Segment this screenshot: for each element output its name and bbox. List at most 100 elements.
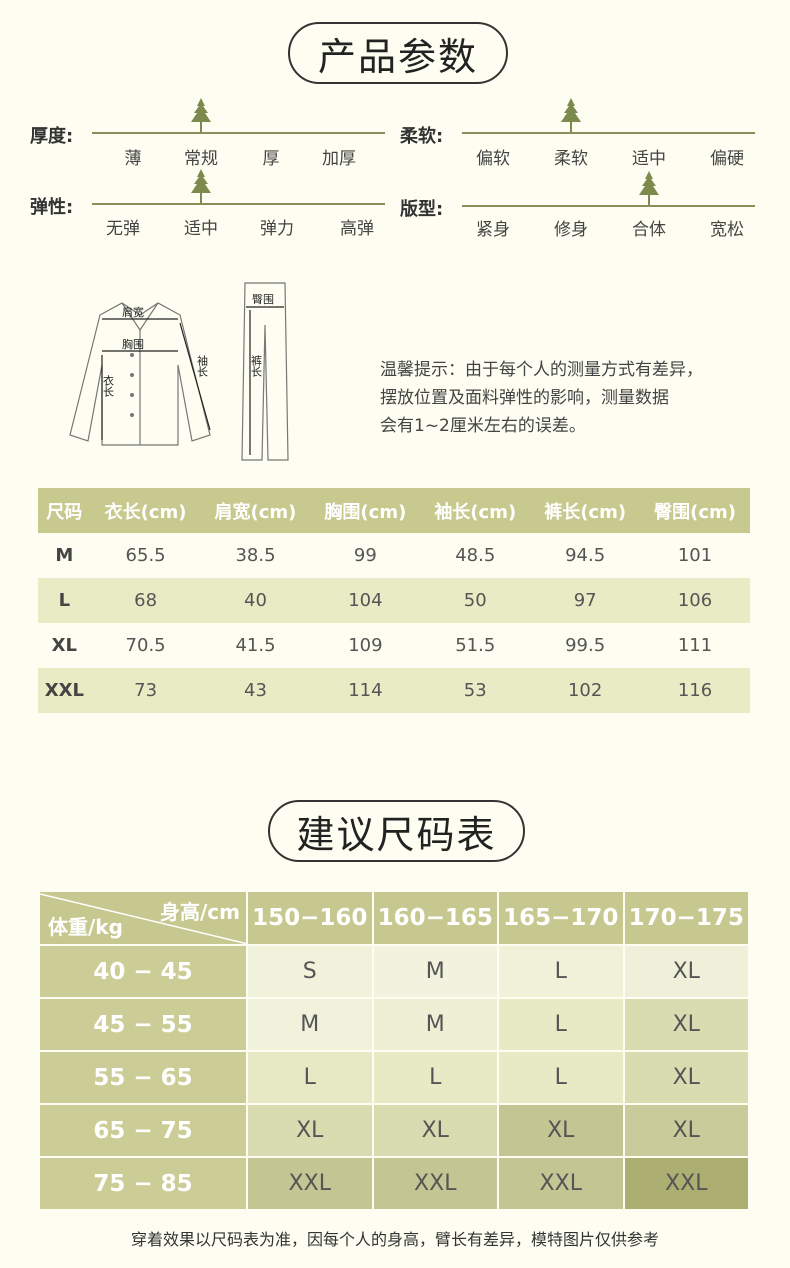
attribute-option: 适中 — [184, 219, 218, 239]
weight-header: 75 − 85 — [38, 1156, 248, 1211]
column-header: 肩宽(cm) — [200, 488, 311, 533]
footer-note: 穿着效果以尺码表为准，因每个人的身高，臂长有差异，模特图片仅供参考 — [130, 1230, 659, 1249]
column-header: 衣长(cm) — [90, 488, 201, 533]
attribute-option: 修身 — [554, 220, 588, 240]
size-cell: XXL — [497, 1156, 625, 1211]
table-cell: 68 — [90, 578, 201, 623]
attribute-label: 版型: — [400, 199, 444, 220]
tree-marker-icon — [558, 98, 584, 132]
size-cell: S — [246, 944, 374, 999]
weight-header: 45 − 55 — [38, 997, 248, 1052]
note-line: 会有1~2厘米左右的误差。 — [380, 416, 586, 436]
table-row: M 65.5 38.5 99 48.5 94.5 101 — [38, 533, 750, 578]
tree-marker-icon — [188, 98, 214, 132]
table-cell: 51.5 — [420, 623, 531, 668]
note-line: 摆放位置及面料弹性的影响，测量数据 — [380, 388, 669, 408]
attribute-option: 合体 — [632, 220, 666, 240]
section-title-params: 产品参数 — [288, 22, 508, 84]
weight-header: 55 − 65 — [38, 1050, 248, 1105]
size-cell: XL — [371, 1103, 499, 1158]
column-header: 臀围(cm) — [640, 488, 750, 533]
size-cell: XL — [622, 1050, 750, 1105]
table-cell: 97 — [530, 578, 641, 623]
table-row: 40 − 45 S M L XL — [38, 944, 750, 999]
height-header: 150−160 — [246, 890, 374, 946]
table-cell: 70.5 — [90, 623, 201, 668]
height-label: 身高/cm — [160, 900, 240, 924]
attribute-option: 偏软 — [476, 149, 510, 169]
label-pants-length: 裤长 — [250, 354, 263, 377]
attribute-option: 加厚 — [322, 149, 356, 169]
label-sleeve: 袖长 — [196, 354, 209, 377]
attribute-option: 厚 — [262, 149, 280, 169]
corner-header: 身高/cm 体重/kg — [38, 890, 248, 946]
attribute-option: 弹力 — [260, 219, 294, 239]
size-cell: L — [246, 1050, 374, 1105]
size-cell: XL — [497, 1103, 625, 1158]
weight-header: 65 − 75 — [38, 1103, 248, 1158]
size-cell: XL — [246, 1103, 374, 1158]
table-row: XL 70.5 41.5 109 51.5 99.5 111 — [38, 623, 750, 668]
column-header: 尺码 — [38, 488, 91, 533]
column-header: 胸围(cm) — [310, 488, 421, 533]
table-cell: 38.5 — [200, 533, 311, 578]
size-cell: XXL — [246, 1156, 374, 1211]
table-cell: M — [38, 533, 91, 578]
table-cell: 99.5 — [530, 623, 641, 668]
table-row: XXL 73 43 114 53 102 116 — [38, 668, 750, 713]
table-cell: 73 — [90, 668, 201, 713]
table-cell: XL — [38, 623, 91, 668]
note-line: 温馨提示：由于每个人的测量方式有差异， — [380, 360, 703, 380]
size-cell: M — [371, 997, 499, 1052]
attribute-scale-line — [92, 132, 385, 134]
table-cell: 50 — [420, 578, 531, 623]
size-cell: XL — [622, 944, 750, 999]
recommended-size-table: 身高/cm 体重/kg 150−160 160−165 165−170 170−175… — [38, 890, 750, 1211]
attribute-label: 弹性: — [30, 197, 74, 218]
column-header: 袖长(cm) — [420, 488, 531, 533]
table-cell: 109 — [310, 623, 421, 668]
attribute-option: 偏硬 — [710, 149, 744, 169]
table-cell: 40 — [200, 578, 311, 623]
label-length: 衣长 — [102, 374, 115, 397]
measurement-note: 温馨提示：由于每个人的测量方式有差异， 摆放位置及面料弹性的影响，测量数据 会有… — [380, 356, 703, 440]
garment-diagram: 肩宽 胸围 衣长 袖长 臀围 裤长 — [69, 282, 289, 461]
tree-marker-icon — [636, 171, 662, 205]
column-header: 裤长(cm) — [530, 488, 641, 533]
attribute-option: 高弹 — [340, 219, 374, 239]
attribute-label: 柔软: — [400, 126, 444, 147]
size-cell: XL — [622, 997, 750, 1052]
attribute-option: 宽松 — [710, 220, 744, 240]
attribute-option: 薄 — [124, 149, 142, 169]
section-title-recommend: 建议尺码表 — [268, 800, 525, 862]
attribute-scale-line — [92, 203, 385, 205]
table-cell: 53 — [420, 668, 531, 713]
attribute-option: 常规 — [184, 149, 218, 169]
size-table: 尺码 衣长(cm) 肩宽(cm) 胸围(cm) 袖长(cm) 裤长(cm) 臀围(cm) M 6… — [38, 488, 750, 713]
table-cell: 116 — [640, 668, 750, 713]
table-row: 55 − 65 L L L XL — [38, 1050, 750, 1105]
attribute-option: 柔软 — [554, 149, 588, 169]
size-cell: XXL — [622, 1156, 750, 1211]
attribute-option: 紧身 — [476, 220, 510, 240]
size-cell: L — [497, 997, 625, 1052]
table-cell: 99 — [310, 533, 421, 578]
table-cell: 41.5 — [200, 623, 311, 668]
label-hip: 臀围 — [252, 293, 274, 306]
table-row: 45 − 55 M M L XL — [38, 997, 750, 1052]
size-cell: L — [497, 1050, 625, 1105]
table-cell: 48.5 — [420, 533, 531, 578]
size-cell: L — [371, 1050, 499, 1105]
table-cell: 101 — [640, 533, 750, 578]
weight-header: 40 − 45 — [38, 944, 248, 999]
table-cell: 104 — [310, 578, 421, 623]
table-cell: 102 — [530, 668, 641, 713]
table-cell: 43 — [200, 668, 311, 713]
table-cell: L — [38, 578, 91, 623]
table-cell: 65.5 — [90, 533, 201, 578]
attribute-option: 适中 — [632, 149, 666, 169]
table-row: L 68 40 104 50 97 106 — [38, 578, 750, 623]
height-header: 160−165 — [371, 890, 499, 946]
label-chest: 胸围 — [122, 337, 144, 351]
attribute-scale-line — [462, 132, 755, 134]
